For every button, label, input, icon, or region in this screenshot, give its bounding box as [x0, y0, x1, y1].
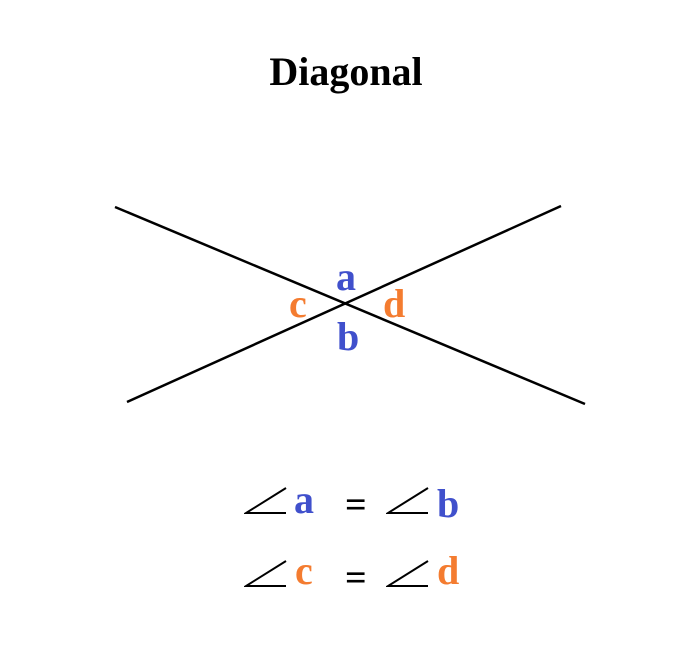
angle-symbol-icon	[244, 560, 287, 587]
equation-row-1: a = b	[0, 480, 692, 530]
equation-1-left: a	[294, 477, 314, 522]
equation-1-equals: =	[345, 484, 367, 526]
angle-symbol-icon	[244, 487, 287, 514]
angle-label-d: d	[383, 281, 406, 326]
equation-row-2: c = d	[0, 551, 692, 605]
angle-label-c: c	[289, 281, 307, 326]
equation-2-right: d	[437, 548, 460, 593]
equation-2-equals: =	[345, 557, 367, 599]
equation-1-right: b	[437, 481, 460, 526]
diagram-title: Diagonal	[269, 49, 423, 94]
angle-label-a: a	[336, 254, 356, 299]
line-ascending	[126, 204, 562, 404]
angle-symbol-icon	[386, 487, 429, 514]
equation-2-left: c	[295, 548, 313, 593]
line-descending	[114, 205, 586, 406]
angle-label-b: b	[337, 314, 360, 359]
angle-symbol-icon	[386, 560, 429, 587]
